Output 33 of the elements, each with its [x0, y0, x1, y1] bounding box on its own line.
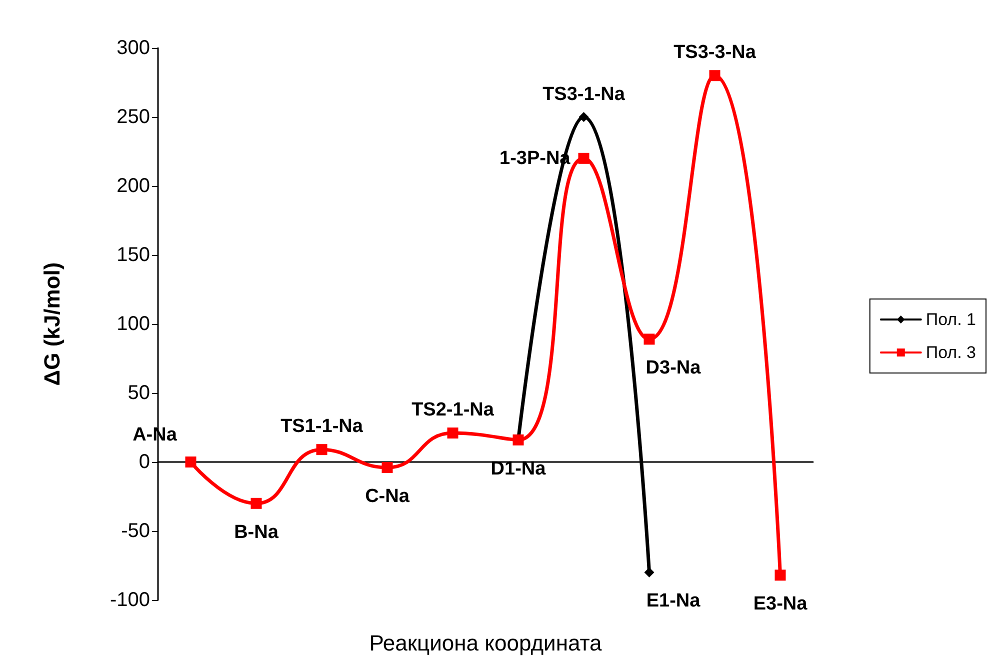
data-label: C-Na: [365, 486, 410, 508]
point: [185, 456, 196, 468]
point: [578, 152, 590, 164]
y-tick-label: -100: [110, 589, 150, 611]
point: [578, 112, 589, 122]
data-label: E1-Na: [646, 590, 701, 612]
point: [709, 70, 720, 82]
legend-label: Пол. 3: [926, 343, 976, 362]
data-label: E3-Na: [753, 594, 808, 615]
y-tick-label: 250: [116, 106, 150, 128]
point: [644, 567, 654, 578]
y-tick-label: 200: [116, 175, 150, 197]
point: [250, 498, 262, 509]
point: [774, 570, 786, 581]
data-label: TS3-1-Na: [542, 84, 626, 105]
y-tick-label: 50: [128, 382, 150, 404]
y-tick-label: 0: [138, 451, 150, 473]
y-axis-title: ΔG (kJ/mol): [40, 262, 64, 386]
y-tick-label: 150: [116, 244, 150, 266]
data-label: D3-Na: [646, 358, 702, 379]
point: [447, 428, 458, 439]
data-label: B-Na: [234, 522, 279, 543]
y-tick-label: 100: [116, 313, 150, 335]
point: [382, 462, 393, 474]
legend-label: Пол. 1: [926, 310, 976, 329]
y-tick-label: -50: [121, 520, 150, 542]
y-tick-label: 300: [116, 37, 150, 59]
data-label: TS1-1-Na: [280, 416, 364, 438]
point: [316, 444, 328, 456]
data-label: TS3-3-Na: [674, 42, 756, 64]
point: [644, 334, 655, 345]
data-label: TS2-1-Na: [412, 400, 494, 421]
x-axis-title: Реакциона координата: [369, 630, 603, 656]
